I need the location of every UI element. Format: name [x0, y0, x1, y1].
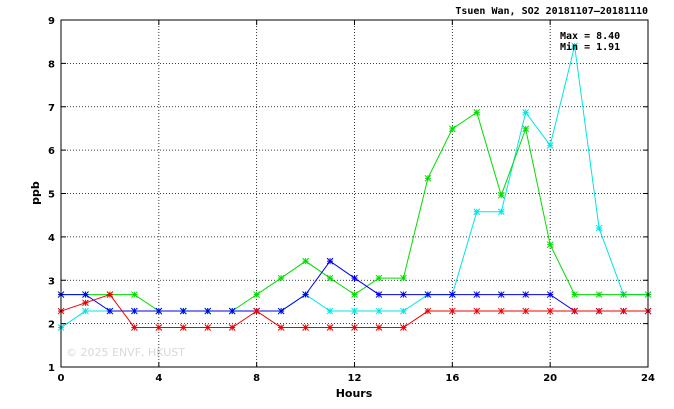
data-point [277, 307, 285, 315]
data-point [277, 274, 285, 282]
data-point [375, 307, 383, 315]
x-axis-title: Hours [336, 387, 373, 400]
data-point [351, 274, 358, 282]
data-point [253, 291, 261, 298]
data-point [106, 291, 114, 298]
data-point [571, 42, 578, 50]
y-tick-label: 7 [48, 103, 55, 114]
data-point [228, 324, 236, 331]
data-point [400, 274, 407, 282]
data-point [448, 307, 456, 315]
y-axis-title: ppb [29, 181, 42, 205]
y-tick-label: 2 [48, 320, 55, 331]
data-point [179, 307, 187, 315]
data-point [546, 307, 554, 315]
data-point [522, 125, 530, 133]
x-tick-label: 12 [348, 373, 362, 384]
data-point [448, 291, 456, 298]
series-line-0 [60, 45, 648, 328]
data-point [571, 291, 578, 298]
data-point [302, 291, 309, 298]
data-point [326, 257, 334, 265]
data-point [277, 324, 285, 331]
data-point [620, 307, 627, 315]
data-point [400, 307, 407, 315]
y-tick-label: 9 [48, 16, 55, 27]
data-point [326, 324, 334, 331]
data-point [546, 291, 554, 298]
data-point [522, 307, 530, 315]
x-tick-label: 16 [445, 373, 459, 384]
data-point [400, 324, 407, 331]
chart-title: Tsuen Wan, SO2 20181107–20181110 [455, 6, 648, 17]
data-point [351, 291, 358, 298]
data-point [595, 307, 603, 315]
data-point [106, 307, 114, 315]
data-point [571, 307, 578, 315]
data-point [497, 307, 505, 315]
data-point [204, 324, 212, 331]
data-point [155, 307, 163, 315]
data-point [375, 324, 383, 331]
data-point [595, 224, 603, 232]
data-point [473, 307, 481, 315]
y-tick-label: 1 [48, 363, 55, 374]
data-point [326, 274, 334, 282]
data-point [375, 291, 383, 298]
data-point [204, 307, 212, 315]
data-point [179, 324, 187, 331]
x-tick-label: 20 [543, 373, 557, 384]
data-point [351, 307, 358, 315]
data-point [595, 291, 603, 298]
data-point [351, 324, 358, 331]
data-point [375, 274, 383, 282]
data-point [424, 307, 432, 315]
data-point [253, 307, 261, 315]
data-point [473, 109, 481, 116]
data-point [497, 208, 505, 216]
data-point [497, 191, 505, 199]
data-point [522, 291, 530, 298]
data-point [131, 307, 138, 315]
data-point [228, 307, 236, 315]
y-tick-label: 8 [48, 59, 55, 70]
data-point [131, 291, 138, 298]
y-tick-label: 3 [48, 276, 55, 287]
data-point [546, 142, 554, 149]
data-point [473, 291, 481, 298]
data-point [82, 291, 89, 298]
data-point [497, 291, 505, 298]
data-point [620, 291, 627, 298]
data-point [302, 324, 309, 331]
data-point [448, 125, 456, 133]
data-point [424, 291, 432, 298]
min-annotation: Min = 1.91 [560, 41, 620, 53]
data-point [424, 174, 432, 182]
x-tick-label: 0 [58, 373, 65, 384]
data-point [546, 241, 554, 249]
series-group [57, 42, 652, 331]
y-tick-label: 4 [48, 233, 55, 244]
data-point [82, 299, 89, 307]
data-point [131, 324, 138, 331]
data-point [522, 109, 530, 116]
y-tick-label: 5 [48, 190, 55, 201]
data-point [82, 307, 89, 315]
data-point [326, 307, 334, 315]
data-point [302, 257, 309, 265]
x-tick-label: 8 [253, 373, 260, 384]
series-line-2 [61, 260, 648, 312]
data-point [400, 291, 407, 298]
data-point [155, 324, 163, 331]
max-annotation: Max = 8.40 [560, 31, 620, 42]
watermark: © 2025 ENVF, HKUST [66, 346, 185, 359]
x-tick-label: 4 [155, 373, 162, 384]
data-point [473, 208, 481, 216]
x-tick-label: 24 [641, 373, 655, 384]
grid-lines [61, 20, 648, 367]
y-tick-label: 6 [48, 146, 55, 157]
